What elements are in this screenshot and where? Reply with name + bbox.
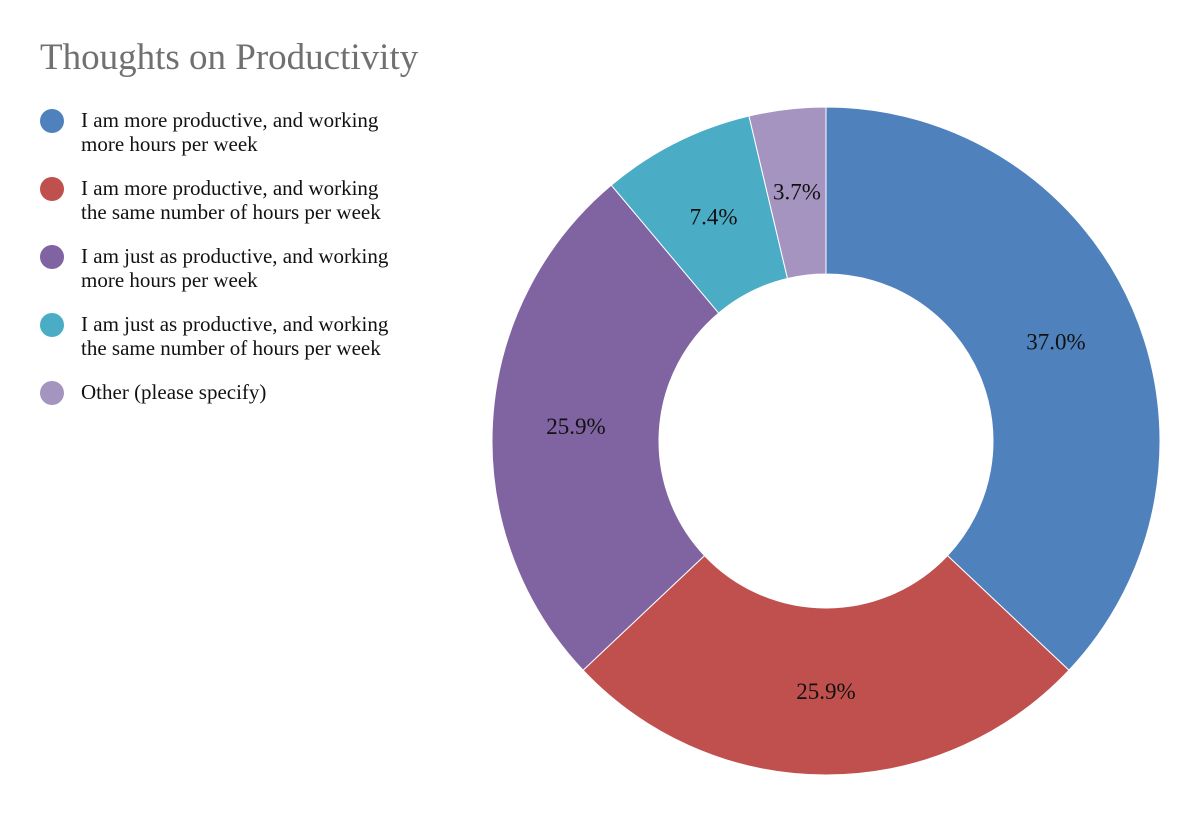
legend-label: I am just as productive, and working the… xyxy=(81,312,389,360)
legend-swatch xyxy=(40,109,64,133)
slice-value-label: 7.4% xyxy=(690,205,738,230)
legend-label: I am more productive, and working the sa… xyxy=(81,176,381,224)
legend-swatch xyxy=(40,381,64,405)
legend-item[interactable]: I am just as productive, and working mor… xyxy=(40,244,460,312)
slice-value-label: 37.0% xyxy=(1026,329,1085,354)
legend-label: Other (please specify) xyxy=(81,380,267,404)
donut-slice[interactable] xyxy=(491,184,720,671)
legend-swatch xyxy=(40,245,64,269)
legend-item[interactable]: I am more productive, and working more h… xyxy=(40,108,460,176)
donut-slice[interactable] xyxy=(825,106,1161,671)
legend-item[interactable]: I am more productive, and working the sa… xyxy=(40,176,460,244)
slice-value-label: 25.9% xyxy=(546,414,605,439)
legend-item[interactable]: I am just as productive, and working the… xyxy=(40,312,460,380)
chart-title: Thoughts on Productivity xyxy=(40,37,419,78)
slice-value-label: 3.7% xyxy=(773,180,821,205)
chart-legend: I am more productive, and working more h… xyxy=(40,108,460,448)
donut-slice[interactable] xyxy=(582,554,1070,776)
legend-swatch xyxy=(40,177,64,201)
slice-value-label: 25.9% xyxy=(796,679,855,704)
legend-swatch xyxy=(40,313,64,337)
legend-item[interactable]: Other (please specify) xyxy=(40,380,460,448)
legend-label: I am just as productive, and working mor… xyxy=(81,244,389,292)
donut-slice[interactable] xyxy=(748,106,827,280)
legend-label: I am more productive, and working more h… xyxy=(81,108,379,156)
